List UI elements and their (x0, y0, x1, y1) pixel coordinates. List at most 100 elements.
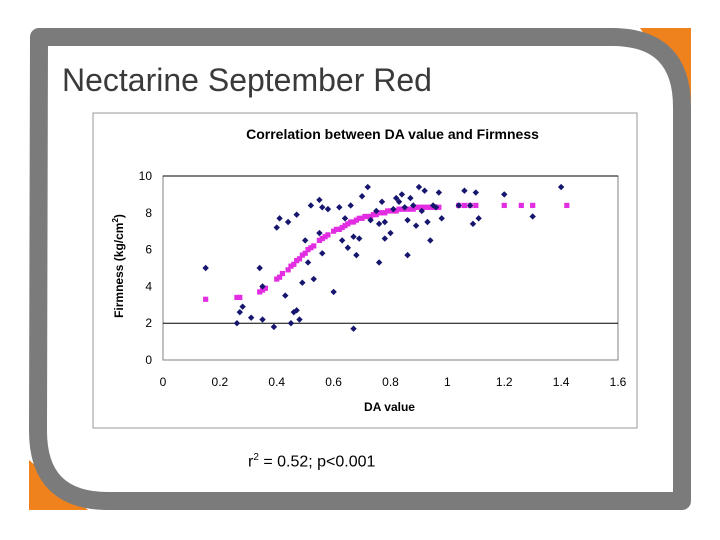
chart-title: Correlation between DA value and Firmnes… (246, 126, 539, 142)
data-point (287, 320, 295, 327)
fitted-point (350, 219, 357, 225)
fitted-point (274, 276, 280, 282)
data-point (304, 259, 312, 266)
data-point (239, 303, 246, 310)
data-point (353, 251, 360, 259)
data-point (378, 198, 386, 205)
y-axis-label: Firmness (kg/cm2) (111, 214, 126, 318)
data-point (324, 205, 332, 213)
data-point (282, 292, 289, 299)
fitted-point (319, 235, 325, 242)
data-point (466, 202, 474, 209)
fitted-point (302, 250, 308, 256)
fitted-point (325, 232, 331, 238)
fitted-point (316, 237, 323, 243)
fitted-point (333, 226, 340, 232)
data-point (375, 220, 383, 228)
fitted-point (564, 202, 570, 209)
data-point (284, 218, 292, 226)
data-point (435, 189, 443, 196)
data-point (421, 187, 428, 194)
fitted-point (296, 256, 303, 262)
data-point (273, 224, 280, 231)
data-point (392, 194, 400, 202)
data-point (455, 202, 462, 209)
data-point (475, 215, 482, 222)
data-point (276, 215, 283, 222)
data-point (344, 244, 352, 251)
fitted-point (276, 274, 283, 280)
data-point (381, 218, 389, 226)
fitted-point (285, 267, 291, 273)
data-point (529, 213, 536, 220)
fitted-point (530, 202, 536, 209)
fitted-point (370, 212, 377, 218)
data-point (336, 204, 343, 211)
fitted-point (419, 204, 425, 210)
fitted-point (299, 252, 305, 258)
data-point (202, 264, 209, 272)
fitted-point (427, 204, 433, 210)
data-point (338, 237, 346, 244)
fitted-point (387, 208, 394, 214)
x-tick-label: 1.6 (610, 375, 627, 389)
data-point (364, 183, 371, 191)
fitted-point (259, 287, 266, 293)
fitted-point (345, 221, 351, 227)
data-point (316, 229, 323, 237)
data-point (404, 251, 411, 259)
data-point (375, 259, 383, 266)
data-point (415, 183, 423, 191)
fitted-point (339, 224, 345, 231)
x-tick-label: 0.6 (325, 375, 342, 389)
data-point (358, 193, 366, 200)
y-tick-label: 8 (145, 206, 152, 220)
slide-frame (29, 28, 691, 510)
data-point (461, 187, 468, 194)
fitted-point (359, 215, 365, 221)
fitted-point (356, 215, 362, 221)
data-point (319, 250, 326, 257)
data-point (259, 283, 266, 290)
data-point (427, 237, 434, 244)
data-point (407, 194, 414, 202)
fitted-point (399, 206, 405, 212)
fitted-point (362, 213, 368, 220)
fitted-point (262, 285, 268, 291)
fitted-point (353, 217, 359, 223)
fitted-point (518, 202, 524, 209)
fitted-point (396, 206, 402, 212)
data-point (256, 264, 263, 272)
fitted-point (424, 204, 431, 210)
data-point (307, 202, 315, 209)
fitted-point (501, 202, 507, 209)
fitted-point (413, 204, 419, 210)
fitted-point (365, 213, 371, 220)
data-point (398, 191, 406, 198)
chart-box (92, 112, 638, 429)
fitted-point (237, 294, 243, 301)
fitted-point (393, 208, 399, 214)
y-tick-label: 6 (145, 243, 152, 257)
y-tick-label: 2 (145, 316, 152, 330)
fitted-point (331, 228, 337, 234)
x-tick-label: 0.4 (268, 375, 285, 389)
x-tick-label: 0.2 (212, 375, 229, 389)
data-point (259, 316, 266, 323)
data-point (270, 323, 278, 331)
fitted-point (473, 202, 479, 209)
data-point (299, 279, 306, 286)
fitted-point (322, 234, 328, 240)
data-point (350, 325, 357, 332)
y-tick-label: 0 (145, 353, 152, 367)
y-tick-label: 4 (145, 279, 152, 293)
data-point (390, 205, 397, 213)
y-tick-label: 10 (139, 169, 153, 183)
data-point (373, 207, 380, 215)
data-point (472, 189, 480, 196)
data-point (236, 308, 243, 316)
fitted-point (404, 206, 411, 212)
stats-exponent: 2 (253, 452, 259, 463)
